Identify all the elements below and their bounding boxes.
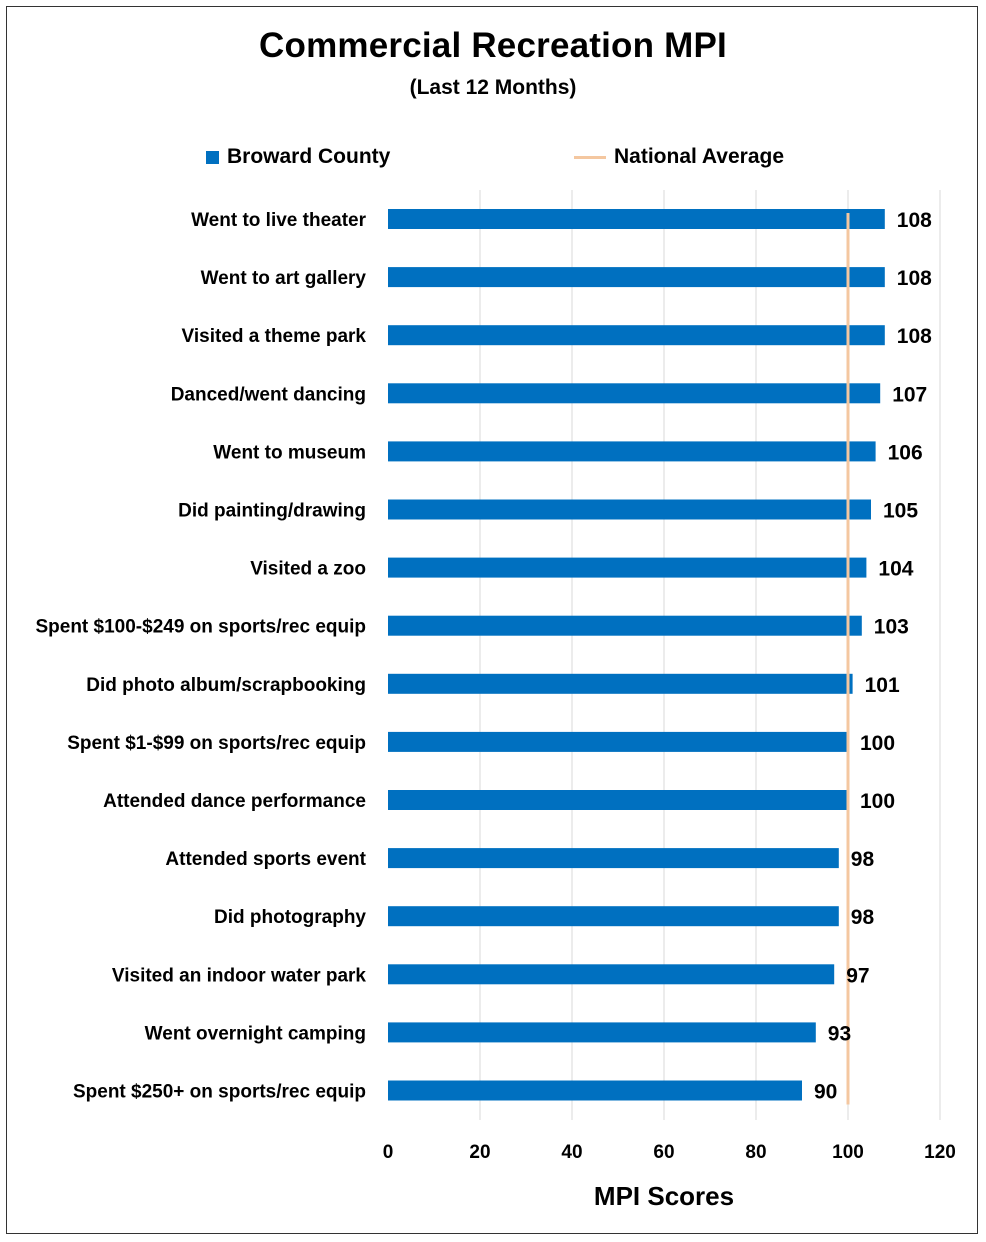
category-label: Did photo album/scrapbooking	[86, 675, 366, 696]
bar	[388, 1022, 816, 1043]
value-label: 97	[846, 964, 869, 987]
category-label: Danced/went dancing	[171, 384, 366, 405]
value-label: 101	[865, 674, 900, 697]
bar	[388, 557, 867, 578]
bar	[388, 848, 839, 869]
value-label: 108	[897, 209, 932, 232]
category-label: Visited an indoor water park	[112, 965, 367, 986]
bar	[388, 673, 853, 694]
legend-label-broward-county: Broward County	[227, 145, 391, 168]
legend-label-national-average: National Average	[614, 145, 784, 168]
x-tick-label: 40	[561, 1142, 582, 1163]
value-label: 90	[814, 1081, 837, 1104]
bar	[388, 383, 881, 404]
bar	[388, 209, 885, 229]
category-label: Did painting/drawing	[178, 501, 366, 522]
category-label: Did photography	[214, 907, 366, 928]
bar	[388, 964, 835, 985]
x-tick-label: 60	[653, 1142, 674, 1163]
bar	[388, 267, 885, 288]
value-label: 105	[883, 500, 918, 523]
legend-swatch-bar	[206, 150, 219, 164]
category-label: Spent $100-$249 on sports/rec equip	[35, 617, 366, 638]
category-label: Visited a theme park	[182, 326, 367, 347]
category-label: Went overnight camping	[145, 1023, 366, 1044]
x-tick-label: 120	[924, 1142, 956, 1163]
value-label: 104	[878, 558, 913, 581]
value-label: 103	[874, 616, 909, 639]
bar	[388, 325, 885, 346]
category-label: Went to museum	[213, 442, 366, 463]
legend-item-broward-county: Broward County	[206, 143, 390, 171]
chart-subtitle: (Last 12 Months)	[409, 76, 577, 99]
legend-swatch-line	[574, 155, 606, 159]
bar	[388, 615, 862, 636]
value-label: 93	[828, 1022, 851, 1045]
x-tick-label: 0	[383, 1142, 394, 1163]
category-label: Spent $250+ on sports/rec equip	[73, 1082, 366, 1103]
bar	[388, 499, 871, 520]
x-tick-label: 80	[745, 1142, 766, 1163]
x-tick-label: 100	[832, 1142, 864, 1163]
legend-item-national-average: National Average	[574, 143, 784, 171]
value-label: 108	[897, 267, 932, 290]
value-label: 100	[860, 732, 895, 755]
bar	[388, 790, 848, 810]
value-label: 98	[851, 848, 875, 871]
category-label: Attended sports event	[165, 849, 366, 870]
category-label: Went to art gallery	[201, 268, 367, 289]
chart-title: Commercial Recreation MPI	[259, 26, 727, 65]
value-label: 108	[897, 325, 932, 348]
bar	[388, 906, 839, 927]
category-label: Attended dance performance	[103, 791, 366, 812]
value-label: 107	[892, 383, 927, 406]
x-axis-title: MPI Scores	[593, 1181, 735, 1211]
x-tick-label: 20	[469, 1142, 490, 1163]
category-label: Visited a zoo	[250, 559, 366, 580]
bar	[388, 731, 848, 752]
bar	[388, 441, 876, 462]
value-label: 100	[860, 790, 895, 813]
value-label: 106	[888, 441, 923, 464]
category-label: Spent $1-$99 on sports/rec equip	[67, 733, 366, 754]
bar	[388, 1080, 802, 1101]
value-label: 98	[851, 906, 875, 929]
category-label: Went to live theater	[191, 210, 367, 231]
